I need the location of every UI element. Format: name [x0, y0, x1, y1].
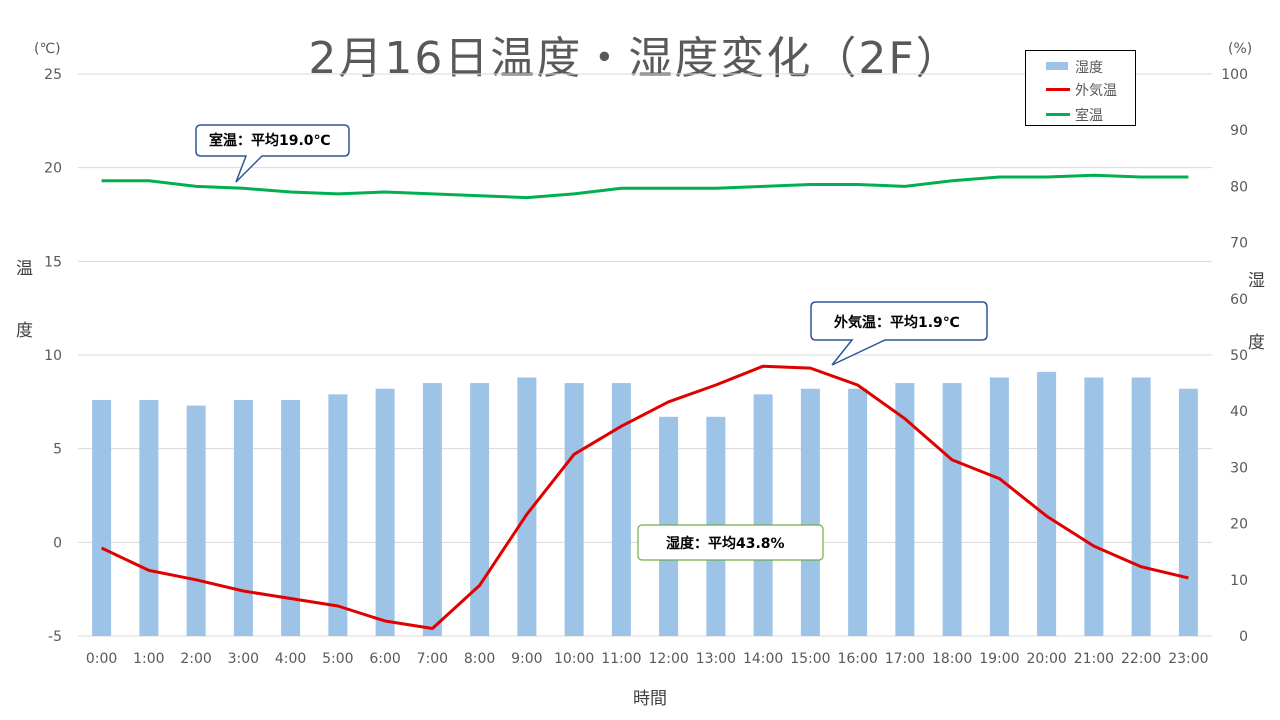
humidity-bar: [517, 377, 537, 636]
humidity-bar: [942, 383, 962, 636]
legend-swatch-outdoor-temp: [1046, 88, 1070, 91]
y-left-tick-label: 0: [53, 535, 62, 551]
x-tick-label: 9:00: [511, 651, 542, 667]
x-tick-label: 1:00: [133, 651, 164, 667]
y-right-tick-label: 80: [1230, 179, 1248, 195]
x-tick-label: 8:00: [464, 651, 495, 667]
callout-room-temp-text: 室温：平均19.0℃: [209, 133, 331, 149]
y-right-tick-label: 0: [1239, 629, 1248, 645]
x-tick-label: 19:00: [979, 651, 1019, 667]
y-left-tick-label: 15: [44, 254, 62, 270]
x-tick-label: 16:00: [837, 651, 877, 667]
x-tick-label: 20:00: [1026, 651, 1066, 667]
y-left-tick-label: 25: [44, 67, 62, 83]
left-axis-unit: (℃): [34, 41, 61, 57]
legend-label-room-temp: 室温: [1075, 108, 1103, 124]
x-tick-label: 0:00: [86, 651, 117, 667]
humidity-bar: [753, 394, 773, 636]
humidity-bar: [281, 399, 301, 636]
humidity-bar: [848, 388, 868, 636]
callout-outdoor-temp-box: [810, 301, 988, 366]
x-tick-label: 5:00: [322, 651, 353, 667]
callout-room-temp-box: [195, 124, 350, 183]
x-tick-label: 23:00: [1168, 651, 1208, 667]
x-tick-label: 15:00: [790, 651, 830, 667]
humidity-bar: [422, 383, 442, 636]
y-left-tick-label: 5: [53, 442, 62, 458]
left-axis-title: 温度: [16, 259, 33, 341]
humidity-bar: [564, 383, 584, 636]
y-right-tick-label: 50: [1230, 348, 1248, 364]
humidity-bar: [328, 394, 348, 636]
right-axis-unit: (%): [1228, 41, 1253, 57]
x-tick-label: 2:00: [180, 651, 211, 667]
humidity-bar: [895, 383, 915, 636]
humidity-bar: [1178, 388, 1198, 636]
humidity-bar: [375, 388, 395, 636]
humidity-bar: [92, 399, 112, 636]
y-right-tick-label: 60: [1230, 292, 1248, 308]
humidity-bar: [1084, 377, 1104, 636]
legend-label-outdoor-temp: 外気温: [1075, 83, 1117, 99]
y-right-tick-label: 30: [1230, 460, 1248, 476]
y-left-tick-label: 10: [44, 348, 62, 364]
outdoor-temp-line: [100, 364, 1189, 630]
y-right-tick-label: 10: [1230, 573, 1248, 589]
y-left-tick-label: -5: [48, 629, 62, 645]
right-axis-title: 湿度: [1248, 271, 1265, 353]
x-tick-label: 11:00: [601, 651, 641, 667]
callout-outdoor-temp-text: 外気温：平均1.9℃: [834, 315, 960, 331]
y-right-tick-label: 90: [1230, 123, 1248, 139]
x-tick-label: 22:00: [1121, 651, 1161, 667]
y-right-tick-label: 40: [1230, 404, 1248, 420]
x-tick-label: 4:00: [275, 651, 306, 667]
x-tick-label: 13:00: [696, 651, 736, 667]
legend-swatch-humidity: [1046, 62, 1068, 70]
humidity-bar: [186, 405, 206, 636]
x-axis-title: 時間: [633, 689, 667, 709]
x-tick-label: 17:00: [885, 651, 925, 667]
chart-title: 2月16日温度・湿度変化（2F）: [308, 33, 962, 84]
humidity-bar: [470, 383, 490, 636]
callout-humidity-text: 湿度：平均43.8%: [666, 536, 785, 552]
legend-label-humidity: 湿度: [1075, 60, 1103, 76]
x-tick-label: 14:00: [743, 651, 783, 667]
callout-humidity-box: [637, 524, 824, 561]
x-tick-label: 3:00: [228, 651, 259, 667]
humidity-bar: [1037, 371, 1057, 636]
chart-legend: 湿度 外気温 室温: [1025, 50, 1136, 126]
legend-swatch-room-temp: [1046, 113, 1070, 116]
humidity-bar: [139, 399, 159, 636]
humidity-bar: [233, 399, 253, 636]
y-right-tick-label: 70: [1230, 236, 1248, 252]
humidity-bar: [800, 388, 820, 636]
y-right-tick-label: 100: [1221, 67, 1248, 83]
humidity-bar: [1131, 377, 1151, 636]
x-tick-label: 12:00: [648, 651, 688, 667]
y-left-tick-label: 20: [44, 161, 62, 177]
room-temp-line: [101, 173, 1189, 200]
x-tick-label: 6:00: [369, 651, 400, 667]
x-tick-label: 10:00: [554, 651, 594, 667]
x-tick-label: 18:00: [932, 651, 972, 667]
humidity-bar: [989, 377, 1009, 636]
y-right-tick-label: 20: [1230, 517, 1248, 533]
x-tick-label: 21:00: [1074, 651, 1114, 667]
humidity-bar: [611, 383, 631, 636]
x-tick-label: 7:00: [417, 651, 448, 667]
